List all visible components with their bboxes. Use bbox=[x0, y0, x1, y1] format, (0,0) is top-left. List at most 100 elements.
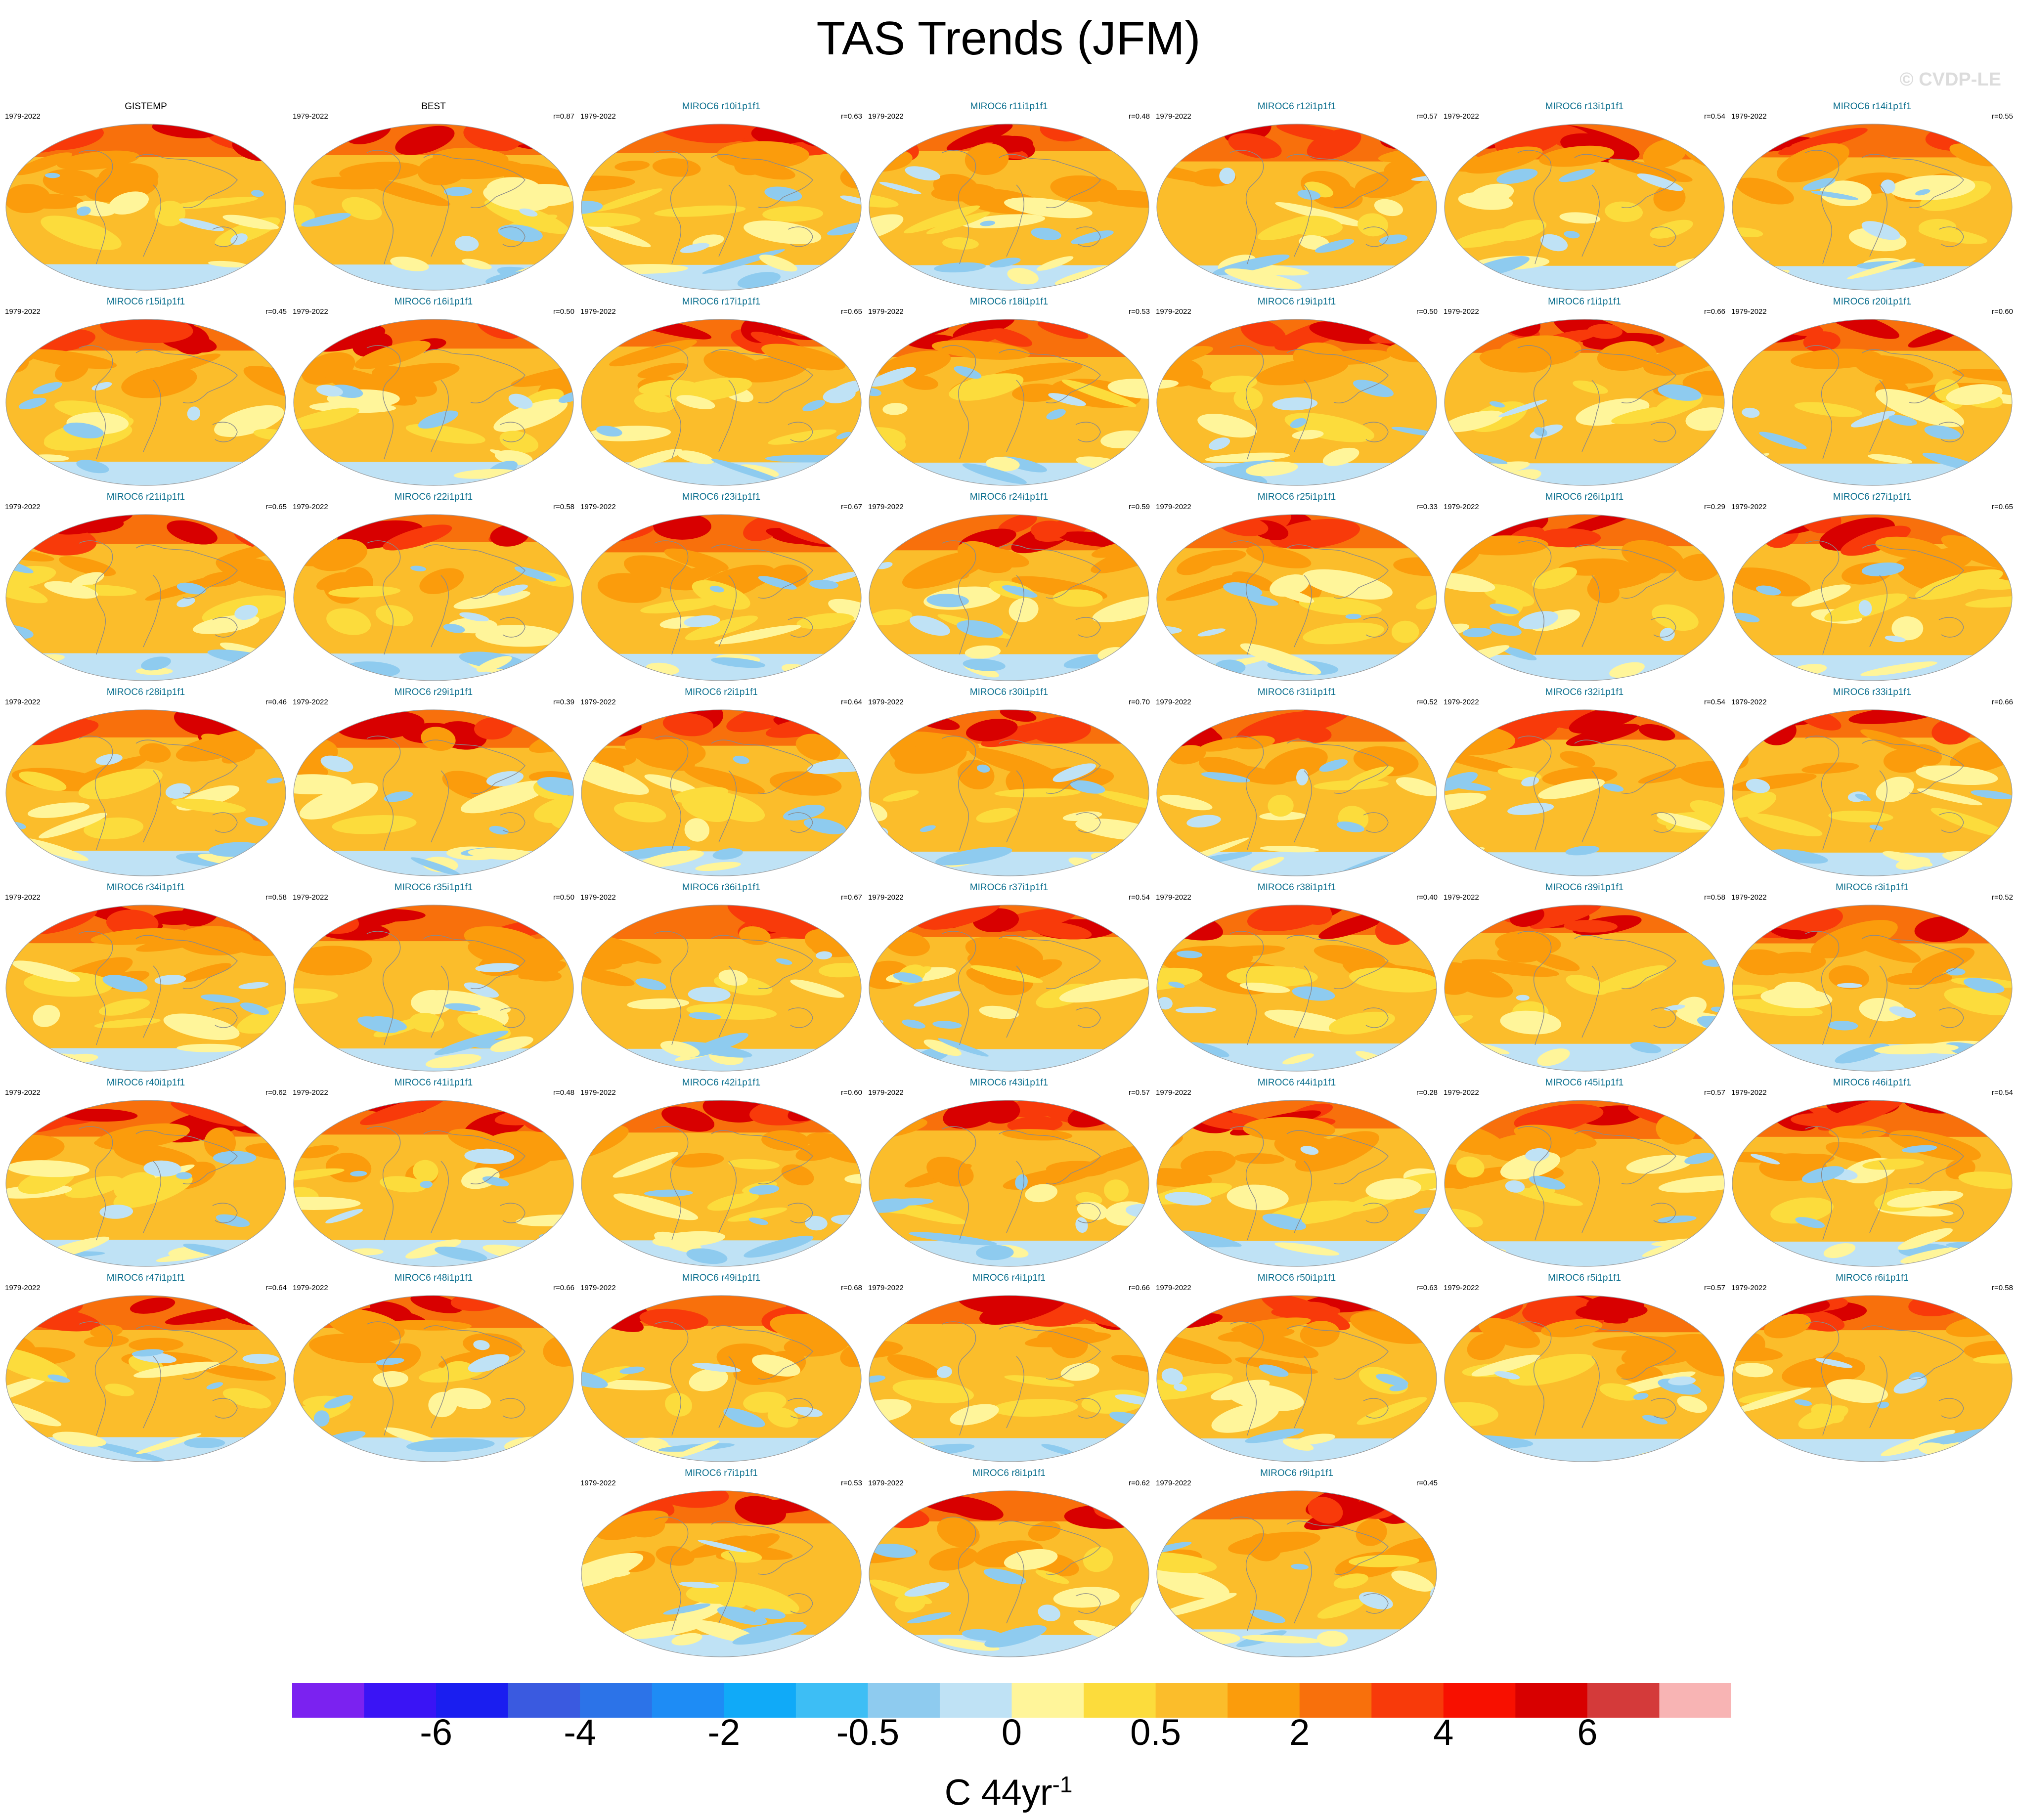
southern-patch bbox=[1732, 455, 1748, 467]
map-panel: MIROC6 r22i1p1f1 1979-2022 r=0.58 bbox=[293, 492, 574, 681]
map-outline bbox=[293, 319, 574, 486]
weak-warming-patch bbox=[1828, 810, 1893, 823]
southern-patch bbox=[1642, 1245, 1673, 1257]
cooling-patch bbox=[1223, 582, 1263, 598]
cooling-patch bbox=[320, 755, 353, 773]
warm-patch bbox=[419, 568, 464, 594]
cooling-patch bbox=[1259, 1364, 1289, 1377]
warm-patch bbox=[90, 1325, 123, 1338]
southern-patch bbox=[1973, 855, 2012, 871]
weak-warming-patch bbox=[638, 380, 698, 396]
cooling-patch bbox=[497, 584, 528, 596]
cooling-patch bbox=[905, 166, 940, 181]
weak-warming-patch bbox=[1197, 414, 1257, 438]
coastlines bbox=[1229, 736, 1389, 850]
map-outline bbox=[1444, 1100, 1725, 1267]
cooling-patch bbox=[325, 1209, 363, 1223]
warm-patch bbox=[1735, 177, 1794, 205]
weak-warming-patch bbox=[1059, 978, 1149, 1003]
panel-pattern-correlation: r=0.57 bbox=[1416, 112, 1438, 121]
map-panel: MIROC6 r6i1p1f1 1979-2022 r=0.58 bbox=[1731, 1273, 2013, 1462]
cooling-patch bbox=[1490, 623, 1522, 636]
southern-patch bbox=[686, 1033, 748, 1058]
coastlines bbox=[654, 150, 813, 264]
weak-warming-patch bbox=[768, 429, 836, 445]
cooling-patch bbox=[803, 818, 846, 834]
map-panel: MIROC6 r48i1p1f1 1979-2022 r=0.66 bbox=[293, 1273, 574, 1462]
panel-pattern-correlation: r=0.66 bbox=[1992, 698, 2013, 706]
arctic-warm-patch bbox=[1027, 921, 1092, 940]
weak-warming-patch bbox=[767, 1407, 798, 1428]
warm-patch bbox=[1050, 175, 1118, 202]
coastlines bbox=[1517, 736, 1676, 850]
southern-patch bbox=[17, 837, 88, 861]
weak-warming-patch bbox=[1918, 227, 1988, 244]
map-field bbox=[581, 124, 861, 290]
weak-warming-patch bbox=[1958, 1171, 2012, 1189]
weak-warming-patch bbox=[1317, 1599, 1365, 1619]
weak-warming-patch bbox=[700, 791, 765, 822]
southern-patch bbox=[527, 1055, 562, 1062]
colorbar-swatch bbox=[580, 1683, 653, 1718]
cooling-patch bbox=[1496, 169, 1538, 184]
weak-warming-patch bbox=[627, 998, 690, 1009]
trend-map bbox=[5, 1100, 286, 1267]
warm-patch bbox=[1777, 143, 1849, 183]
warm-patch bbox=[1353, 746, 1419, 777]
coastlines bbox=[1805, 540, 1964, 655]
colorbar-tick-label: -4 bbox=[564, 1712, 597, 1753]
cooling-patch bbox=[464, 982, 499, 998]
southern-ocean-band bbox=[294, 653, 573, 681]
warm-patch bbox=[761, 344, 846, 371]
southern-patch bbox=[620, 1619, 707, 1639]
cooling-patch bbox=[904, 1582, 950, 1597]
warm-patch bbox=[781, 1164, 814, 1186]
arctic-warm-patch bbox=[1778, 128, 1868, 155]
cooling-patch bbox=[698, 1540, 747, 1553]
weak-warming-patch bbox=[970, 965, 1043, 983]
figure-title: TAS Trends (JFM) bbox=[816, 12, 1201, 65]
warm-patch bbox=[929, 1547, 978, 1571]
southern-ocean-band bbox=[1445, 654, 1724, 681]
southern-patch bbox=[208, 260, 248, 268]
warm-patch bbox=[1024, 1332, 1111, 1347]
warm-patch bbox=[201, 1365, 276, 1381]
warm-patch bbox=[652, 158, 701, 177]
weak-warming-patch bbox=[299, 782, 378, 820]
cooling-patch bbox=[1801, 1166, 1844, 1183]
warm-patch bbox=[671, 1153, 724, 1168]
coastlines bbox=[1229, 540, 1389, 655]
weak-warming-patch bbox=[1559, 212, 1601, 224]
southern-patch bbox=[935, 847, 1012, 866]
weak-warming-patch bbox=[1052, 589, 1103, 607]
panel-period: 1979-2022 bbox=[5, 1284, 41, 1292]
weak-warming-patch bbox=[41, 216, 122, 250]
arctic-warm-patch bbox=[1030, 520, 1068, 539]
panel-title: MIROC6 r21i1p1f1 bbox=[106, 492, 185, 502]
cooling-patch bbox=[872, 1543, 916, 1558]
southern-ocean-band bbox=[1445, 463, 1724, 485]
weak-warming-patch bbox=[294, 407, 359, 430]
cooling-patch bbox=[869, 388, 882, 396]
weak-warming-patch bbox=[105, 1384, 134, 1396]
map-field bbox=[869, 1100, 1149, 1266]
southern-patch bbox=[1445, 855, 1467, 872]
weak-warming-patch bbox=[1500, 1010, 1562, 1035]
trend-map bbox=[293, 514, 574, 681]
map-panel: MIROC6 r28i1p1f1 1979-2022 r=0.46 bbox=[5, 687, 287, 876]
southern-patch bbox=[52, 1431, 106, 1447]
cooling-patch bbox=[95, 754, 123, 765]
cooling-patch bbox=[519, 208, 538, 217]
weak-warming-patch bbox=[1889, 175, 1975, 201]
southern-patch bbox=[976, 1245, 1014, 1260]
southern-patch bbox=[1205, 452, 1290, 463]
warm-patch bbox=[1232, 571, 1275, 591]
trend-map bbox=[869, 905, 1149, 1072]
arctic-warm-patch bbox=[171, 1101, 246, 1127]
cooling-patch bbox=[464, 1148, 515, 1164]
panel-period: 1979-2022 bbox=[293, 307, 328, 316]
panel-title: MIROC6 r18i1p1f1 bbox=[969, 297, 1049, 307]
weak-warming-patch bbox=[1275, 202, 1366, 227]
cooling-patch bbox=[1359, 1592, 1393, 1609]
southern-patch bbox=[1172, 1052, 1203, 1069]
